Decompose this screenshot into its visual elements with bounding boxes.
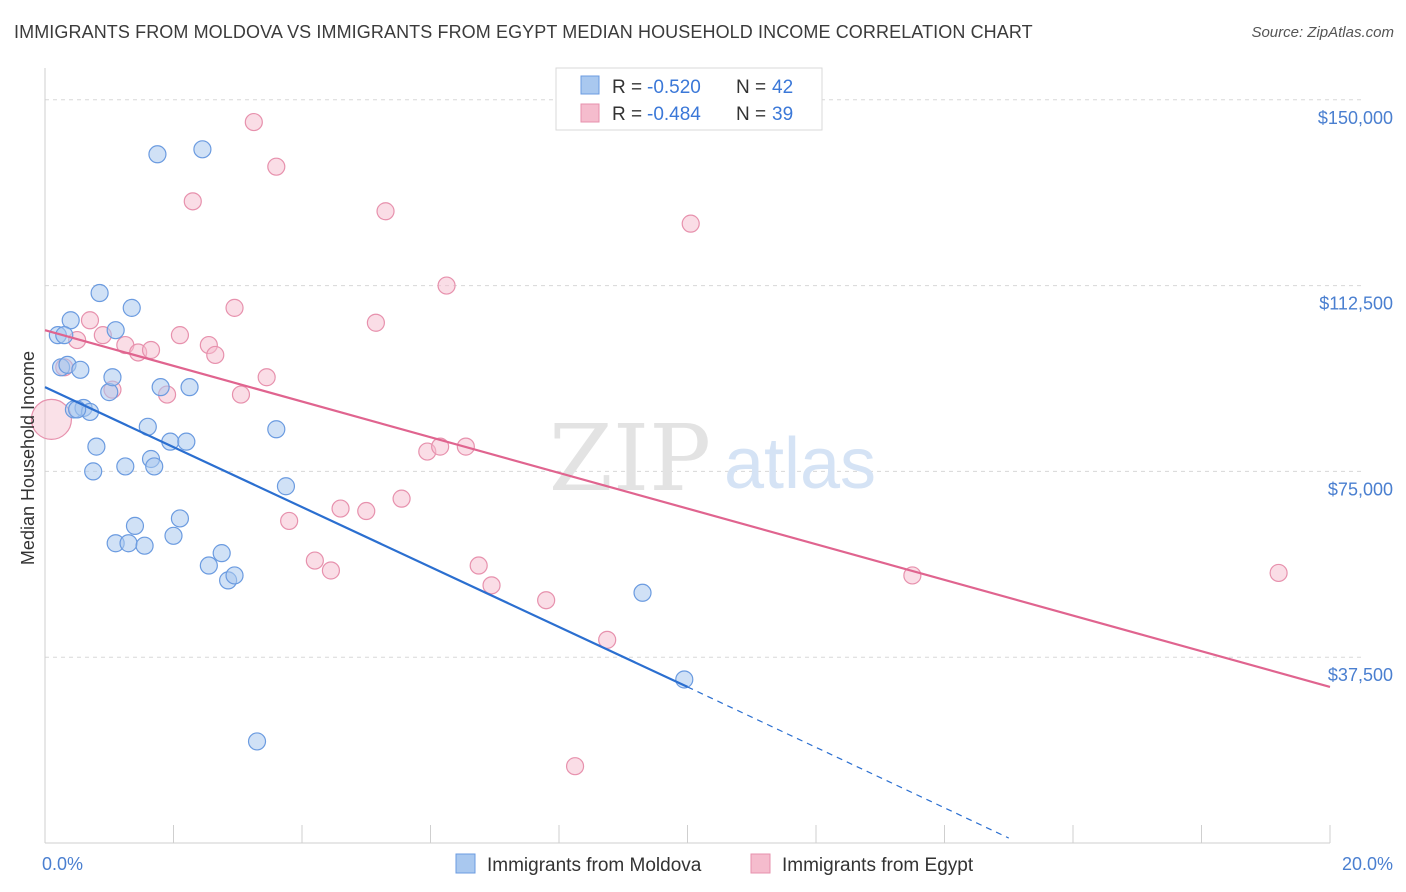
egypt-points xyxy=(30,112,1288,776)
axes xyxy=(44,68,1331,844)
moldova-point xyxy=(193,140,212,159)
egypt-point xyxy=(206,345,225,365)
egypt-trend-line xyxy=(44,329,1331,688)
moldova-point xyxy=(180,378,199,397)
egypt-point xyxy=(170,326,190,345)
moldova-point xyxy=(145,457,164,476)
egypt-point xyxy=(357,501,376,521)
egypt-point xyxy=(305,551,324,570)
moldova-point xyxy=(125,516,145,535)
egypt-point xyxy=(681,214,700,233)
legend-r-value-moldova: -0.520 xyxy=(647,77,701,98)
moldova-point xyxy=(106,321,125,340)
y-tick-label: $37,500 xyxy=(1328,665,1393,685)
egypt-point xyxy=(280,511,299,531)
moldova-point xyxy=(276,477,296,496)
chart-title: IMMIGRANTS FROM MOLDOVA VS IMMIGRANTS FR… xyxy=(14,22,1033,42)
egypt-point xyxy=(431,437,450,456)
moldova-point xyxy=(148,145,167,164)
legend-r-value-egypt: -0.484 xyxy=(647,104,701,125)
bottom-legend-label-egypt: Immigrants from Egypt xyxy=(782,855,974,876)
moldova-point xyxy=(71,360,90,379)
y-tick-label: $112,500 xyxy=(1319,294,1393,314)
legend-box xyxy=(555,67,823,131)
moldova-trend-extension xyxy=(687,686,1010,839)
moldova-point xyxy=(170,509,190,528)
source-label: Source: ZipAtlas.com xyxy=(1251,24,1394,41)
legend-r-label-moldova: R = xyxy=(612,77,642,98)
egypt-point xyxy=(231,385,251,404)
egypt-point xyxy=(80,311,100,330)
egypt-point xyxy=(257,368,276,387)
egypt-point xyxy=(267,157,286,176)
x-tick-label: 20.0% xyxy=(1342,854,1393,874)
moldova-point xyxy=(212,544,231,563)
egypt-point xyxy=(437,276,456,295)
watermark-atlas: atlas xyxy=(724,424,876,504)
x-tick-labels: 0.0% 20.0% xyxy=(42,854,1393,874)
egypt-point xyxy=(141,340,161,360)
y-tick-labels: $37,500 $75,000 $112,500 $150,000 xyxy=(1318,108,1393,685)
legend-n-label-egypt: N = xyxy=(736,104,766,125)
moldova-point xyxy=(633,583,652,602)
egypt-point xyxy=(482,576,501,595)
legend-r-label-egypt: R = xyxy=(612,104,642,125)
egypt-point xyxy=(392,489,411,508)
egypt-point xyxy=(225,298,244,317)
egypt-point xyxy=(30,398,73,440)
legend-swatch-moldova xyxy=(580,75,600,95)
egypt-point xyxy=(366,313,385,332)
x-tick-label: 0.0% xyxy=(42,854,83,874)
egypt-point xyxy=(331,499,350,518)
moldova-point xyxy=(247,732,267,751)
moldova-point xyxy=(122,298,141,317)
legend-n-value-egypt: 39 xyxy=(772,104,793,125)
watermark: ZIP atlas xyxy=(549,405,876,512)
egypt-point xyxy=(565,757,585,776)
watermark-zip: ZIP xyxy=(549,405,711,512)
y-tick-label: $150,000 xyxy=(1318,108,1393,128)
bottom-legend-label-moldova: Immigrants from Moldova xyxy=(487,855,702,876)
legend-n-value-moldova: 42 xyxy=(772,77,793,98)
moldova-point xyxy=(103,368,122,387)
egypt-point xyxy=(183,192,202,211)
bottom-legend: Immigrants from Moldova Immigrants from … xyxy=(455,853,974,876)
bottom-legend-swatch-moldova xyxy=(455,853,476,874)
legend: R = -0.520 N = 42 R = -0.484 N = 39 xyxy=(555,67,823,131)
egypt-point xyxy=(376,202,395,221)
egypt-point xyxy=(244,112,263,132)
moldova-point xyxy=(164,526,183,545)
moldova-point xyxy=(151,378,170,397)
trend-lines xyxy=(44,329,1331,839)
moldova-point xyxy=(90,283,109,303)
grid xyxy=(45,99,1362,658)
egypt-point xyxy=(537,591,556,610)
moldova-point xyxy=(267,420,286,439)
y-axis-label: Median Household Income xyxy=(18,351,38,565)
moldova-point xyxy=(100,383,119,402)
egypt-point xyxy=(1269,563,1288,583)
moldova-point xyxy=(119,534,138,553)
moldova-trend-line xyxy=(44,386,688,688)
moldova-point xyxy=(68,400,87,419)
moldova-point xyxy=(225,566,244,585)
moldova-points xyxy=(48,140,694,751)
moldova-point xyxy=(84,462,103,481)
moldova-point xyxy=(199,556,218,575)
egypt-point xyxy=(469,556,488,575)
moldova-point xyxy=(87,437,106,456)
bottom-legend-swatch-egypt xyxy=(750,853,771,874)
legend-n-label-moldova: N = xyxy=(736,77,766,98)
y-tick-label: $75,000 xyxy=(1328,479,1393,499)
egypt-point xyxy=(321,561,341,580)
moldova-point xyxy=(135,536,154,555)
legend-swatch-egypt xyxy=(580,103,600,123)
moldova-point xyxy=(116,457,135,476)
moldova-point xyxy=(177,432,196,451)
